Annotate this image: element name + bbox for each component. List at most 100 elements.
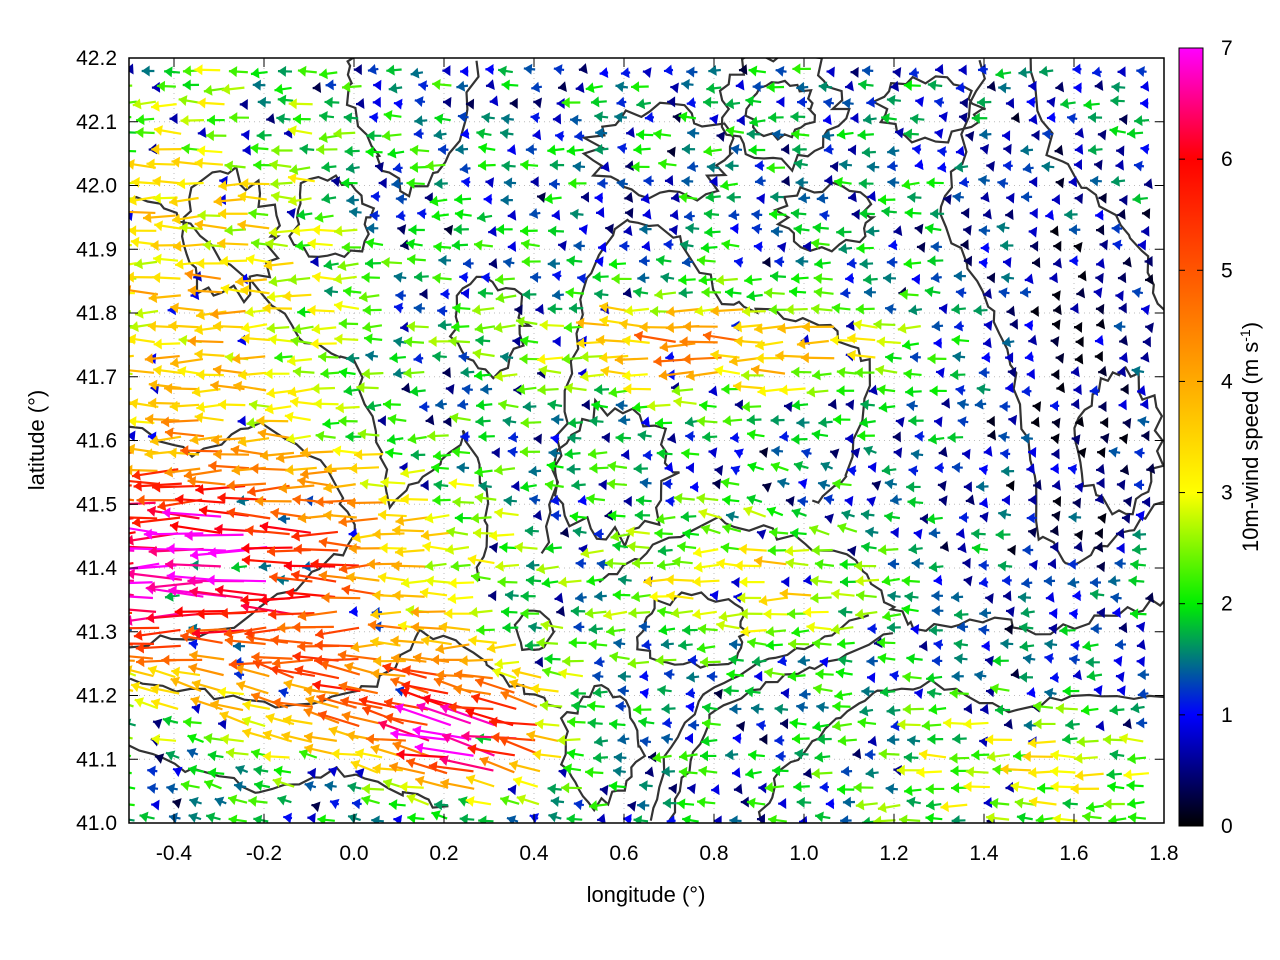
wind-arrow-head: [1082, 640, 1092, 652]
wind-arrow-head: [876, 336, 886, 348]
wind-arrow-head: [391, 178, 400, 190]
wind-arrow-head: [365, 237, 375, 249]
wind-arrow-head: [224, 160, 234, 172]
wind-arrow-head: [412, 725, 422, 737]
wind-arrow-head: [768, 304, 777, 316]
wind-arrow-head: [963, 718, 972, 730]
wind-arrow-head: [701, 735, 710, 747]
wind-arrow-head: [1087, 112, 1097, 124]
wind-arrow-head: [1073, 241, 1083, 253]
wind-arrow-head: [1052, 290, 1061, 302]
wind-arrow-shaft: [258, 595, 311, 602]
wind-arrow-head: [203, 84, 213, 96]
wind-arrow-head: [552, 270, 562, 282]
wind-arrow-head: [303, 707, 314, 718]
wind-arrow-head: [272, 697, 281, 709]
wind-arrow-shaft: [145, 613, 199, 620]
wind-arrow-head: [237, 191, 247, 203]
wind-arrow-shaft: [129, 545, 158, 550]
contour-line: [939, 59, 1164, 567]
wind-arrow-head: [580, 351, 589, 363]
wind-arrow-head: [777, 477, 787, 489]
wind-arrow-head: [296, 209, 306, 221]
wind-arrow-head: [445, 544, 454, 555]
wind-arrow-head: [910, 449, 920, 460]
wind-arrow-head: [259, 449, 269, 461]
wind-arrow-head: [976, 383, 986, 395]
wind-arrow-head: [1073, 669, 1082, 681]
wind-arrow-head: [924, 286, 934, 298]
wind-arrow-head: [344, 661, 354, 673]
wind-arrow-head: [791, 626, 801, 638]
wind-arrow-head: [887, 145, 896, 157]
wind-arrow-shaft: [147, 508, 200, 520]
wind-arrow-head: [530, 176, 539, 188]
wind-arrow-head: [1001, 494, 1011, 506]
wind-arrow-head: [1042, 128, 1051, 140]
wind-arrow-head: [547, 399, 557, 411]
wind-arrow-head: [147, 505, 157, 517]
wind-arrow-head: [206, 114, 216, 126]
wind-arrow-head: [963, 255, 973, 267]
wind-arrow-head: [465, 796, 475, 807]
wind-arrow-head: [896, 764, 905, 776]
wind-arrow-head: [609, 651, 619, 663]
wind-arrow-head: [1028, 113, 1038, 125]
wind-arrow-head: [701, 286, 710, 298]
wind-arrow-head: [654, 527, 663, 539]
wind-arrow-head: [196, 309, 205, 321]
wind-arrow-head: [1119, 433, 1129, 445]
wind-arrow-head: [1113, 655, 1123, 667]
wind-arrow-head: [685, 430, 694, 442]
wind-arrow-head: [722, 523, 732, 534]
wind-arrow-head: [184, 269, 194, 281]
wind-arrow-head: [681, 448, 690, 460]
wind-arrow-head: [419, 587, 429, 599]
wind-arrow-head: [1096, 224, 1105, 236]
wind-arrow-head: [1146, 463, 1156, 475]
wind-arrow-head: [229, 112, 238, 124]
wind-arrow-head: [508, 431, 517, 443]
wind-arrow-head: [753, 241, 763, 253]
colorbar-tick-label: 6: [1221, 148, 1233, 171]
wind-arrow-head: [365, 350, 375, 362]
wind-arrow-head: [164, 66, 173, 78]
wind-arrow-head: [440, 288, 449, 300]
wind-arrow-head: [1069, 255, 1078, 267]
wind-arrow-head: [552, 113, 562, 125]
wind-arrow-head: [771, 129, 781, 141]
wind-arrow-head: [432, 272, 441, 284]
wind-arrow-head: [614, 354, 624, 366]
wind-arrow-head: [708, 447, 718, 459]
wind-arrow-head: [1119, 352, 1128, 363]
wind-arrow-head: [1136, 66, 1145, 77]
wind-arrow-head: [350, 641, 360, 653]
wind-arrow-head: [682, 353, 691, 365]
wind-arrow-head: [369, 112, 378, 124]
y-tick-label: 41.0: [76, 812, 117, 835]
wind-arrow-head: [824, 513, 834, 525]
wind-arrow-head: [851, 208, 860, 220]
wind-arrow-head: [491, 447, 500, 459]
wind-arrow-head: [794, 748, 804, 760]
wind-arrow-head: [269, 159, 279, 171]
wind-arrow-head: [937, 161, 947, 173]
wind-arrow-head: [547, 783, 557, 795]
wind-arrow-head: [170, 676, 181, 688]
wind-arrow-head: [338, 415, 347, 427]
wind-arrow-head: [392, 589, 401, 601]
wind-arrow-head: [901, 575, 911, 587]
wind-arrow-head: [756, 813, 765, 823]
wind-arrow-head: [214, 523, 223, 535]
y-tick-label: 42.0: [76, 175, 117, 198]
wind-arrow-head: [775, 350, 784, 362]
wind-arrow-head: [698, 508, 708, 519]
wind-arrow-head: [187, 335, 196, 347]
wind-arrow-head: [171, 666, 180, 678]
wind-arrow-head: [793, 781, 802, 793]
wind-arrow-head: [1050, 433, 1060, 445]
wind-arrow-head: [1128, 575, 1137, 587]
wind-arrow-head: [480, 383, 489, 395]
wind-arrow-head: [1068, 511, 1077, 523]
wind-arrow-head: [272, 777, 283, 788]
